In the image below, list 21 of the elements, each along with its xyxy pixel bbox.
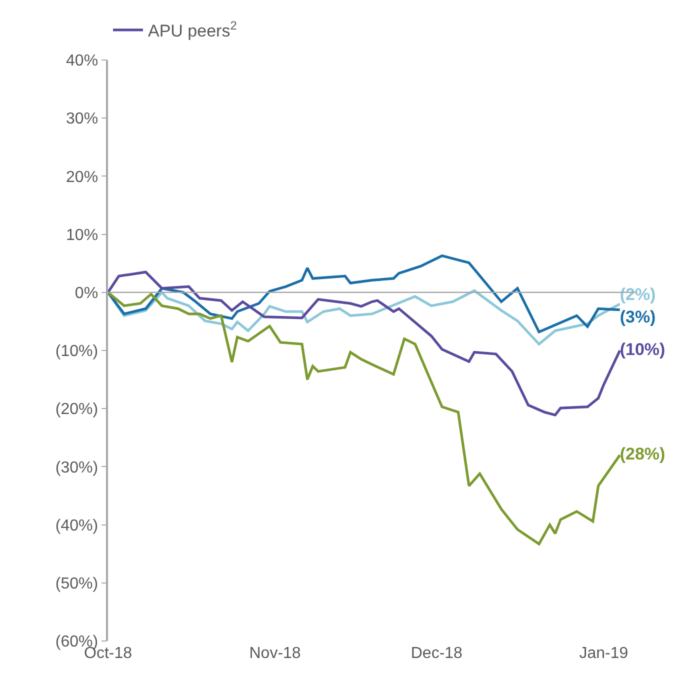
- y-tick-label: (50%): [55, 576, 98, 592]
- data-label: (28%): [620, 444, 666, 464]
- y-tick-label: (40%): [55, 517, 98, 534]
- x-tick-label: Nov-18: [249, 645, 301, 662]
- y-tick-label: (20%): [55, 401, 98, 418]
- data-label: (3%): [620, 308, 656, 327]
- x-tick-label: Jan-19: [579, 645, 628, 662]
- line-series: [108, 254, 622, 334]
- y-tick-label: 10%: [66, 226, 98, 244]
- legend-label: APU peers$^{2}$: [148, 18, 238, 41]
- y-tick-label: 40%: [66, 52, 98, 70]
- y-tick-label: 30%: [66, 110, 98, 128]
- y-tick-label: 0%: [74, 285, 98, 302]
- line-series: [108, 291, 622, 546]
- y-tick-label: (30%): [55, 459, 98, 476]
- line-series: [108, 270, 622, 416]
- data-label: (2%): [620, 284, 656, 304]
- y-tick-label: 20%: [66, 168, 98, 186]
- data-label: (10%): [620, 340, 666, 359]
- y-tick-label: (10%): [55, 343, 98, 360]
- x-tick-label: Dec-18: [410, 645, 463, 662]
